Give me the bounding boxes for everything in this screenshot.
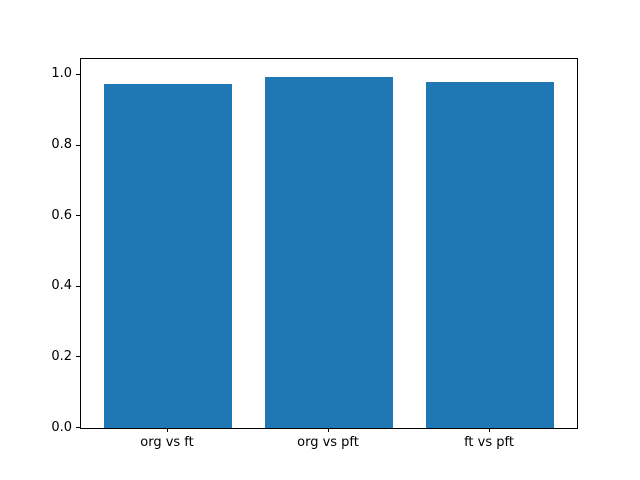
bar-org-vs-pft	[264, 76, 394, 428]
y-tick-label: 0.4	[51, 278, 72, 294]
y-tick-label: 1.0	[51, 66, 72, 82]
x-tick-mark	[328, 428, 329, 432]
x-tick-mark	[167, 428, 168, 432]
y-tick-mark	[76, 215, 80, 217]
y-tick-mark	[76, 427, 80, 428]
x-tick-mark	[489, 428, 490, 432]
y-tick-mark	[76, 356, 80, 358]
bar-ft-vs-pft	[425, 82, 555, 428]
x-tick-label: org vs pft	[297, 435, 359, 450]
y-tick-label: 0.8	[51, 137, 72, 152]
x-tick-label: ft vs pft	[464, 435, 514, 450]
bar-org-vs-ft	[103, 83, 233, 428]
y-tick-label: 0.0	[51, 419, 72, 435]
y-tick-label: 0.2	[51, 348, 72, 364]
y-tick-label: 0.6	[51, 207, 72, 223]
y-tick-mark	[76, 73, 80, 75]
y-tick-mark	[76, 285, 80, 287]
y-tick-mark	[76, 144, 80, 146]
plot-area	[80, 58, 578, 429]
x-tick-label: org vs ft	[140, 435, 194, 450]
